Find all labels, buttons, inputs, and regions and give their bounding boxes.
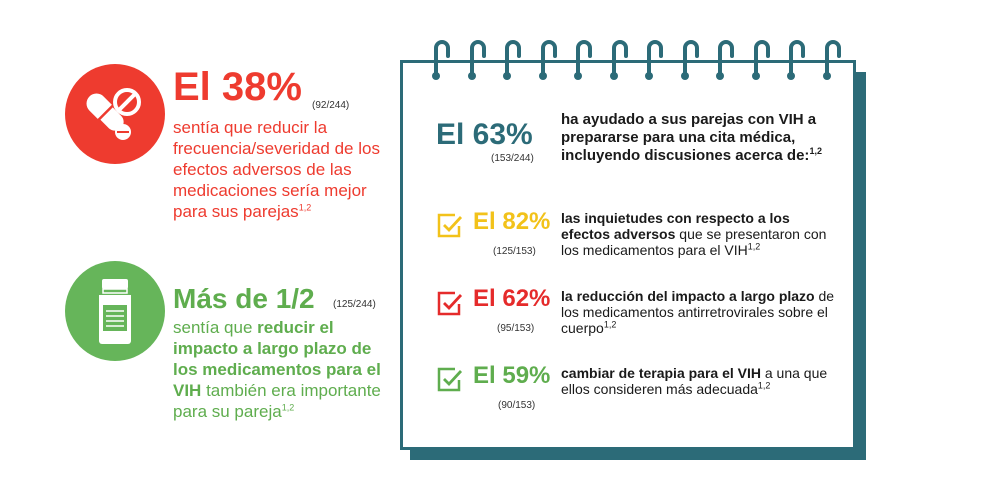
fraction-label: (153/244) <box>491 153 534 164</box>
headline-38-percent: El 38% <box>173 65 302 109</box>
percent-63: El 63% <box>436 118 533 151</box>
spiral-ring <box>679 38 699 89</box>
fraction-label: (92/244) <box>312 100 350 111</box>
spiral-ring <box>750 38 770 89</box>
spiral-ring <box>430 38 450 89</box>
checkbox-check-icon <box>435 366 463 399</box>
checkbox-check-icon <box>435 290 463 323</box>
pills-icon <box>65 64 165 164</box>
stat-block-side-effects: El 38% (92/244) sentía que reducir la fr… <box>60 50 400 250</box>
main-stat-text: ha ayudado a sus parejas con VIH a prepa… <box>561 111 822 164</box>
spiral-ring <box>785 38 805 89</box>
spiral-binding <box>400 38 856 88</box>
percent-62: El 62% <box>473 285 551 312</box>
spiral-ring <box>643 38 663 89</box>
item-text: cambiar de terapia para el VIH a una que… <box>561 365 828 397</box>
description-text: sentía que reducir el impacto a largo pl… <box>173 318 381 421</box>
stat-block-long-term-impact: Más de 1/2 (125/244) sentía que reducir … <box>60 255 400 455</box>
fraction-label: (95/153) <box>497 323 535 334</box>
notepad <box>400 60 856 450</box>
headline-more-than-half: Más de 1/2 <box>173 283 315 314</box>
description-text: sentía que reducir la frecuencia/severid… <box>173 118 380 221</box>
fraction-label: (125/244) <box>333 299 376 310</box>
item-text: las inquietudes con respecto a los efect… <box>561 210 827 258</box>
spiral-ring <box>821 38 841 89</box>
spiral-ring <box>714 38 734 89</box>
spiral-ring <box>608 38 628 89</box>
item-text: la reducción del impacto a largo plazo d… <box>561 288 835 336</box>
fraction-label: (125/153) <box>493 246 536 257</box>
spiral-ring <box>537 38 557 89</box>
spiral-ring <box>572 38 592 89</box>
fraction-label: (90/153) <box>498 400 536 411</box>
spiral-ring <box>501 38 521 89</box>
percent-82: El 82% <box>473 208 551 235</box>
spiral-ring <box>466 38 486 89</box>
percent-59: El 59% <box>473 362 551 389</box>
medicine-bottle-icon <box>65 261 165 361</box>
checkbox-check-icon <box>435 212 463 245</box>
